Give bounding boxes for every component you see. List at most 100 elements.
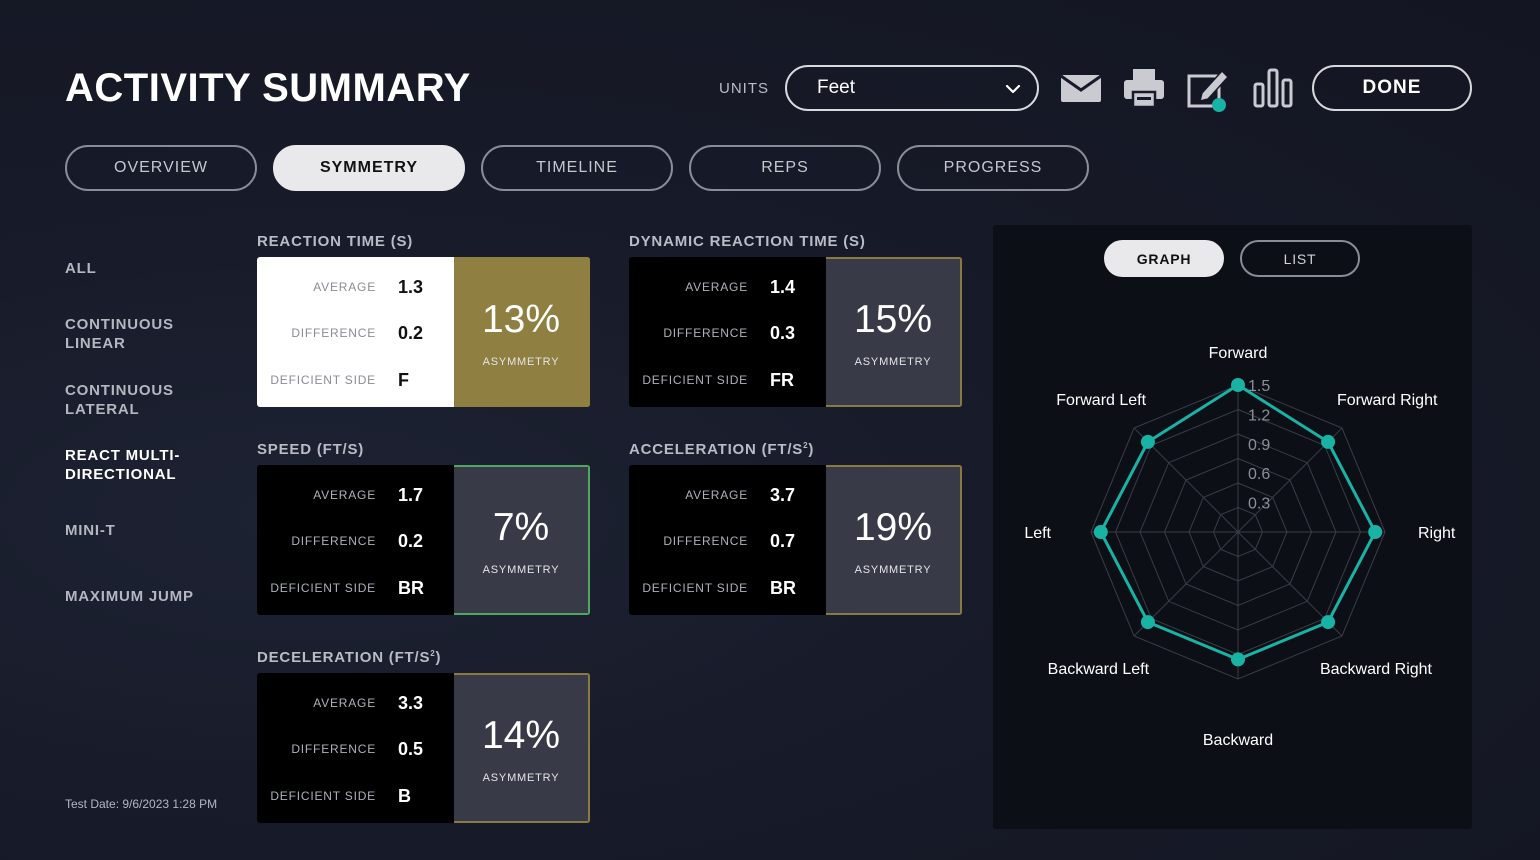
tab-timeline[interactable]: TIMELINE <box>481 145 673 191</box>
tab-progress[interactable]: PROGRESS <box>897 145 1089 191</box>
metric-title-text: ACCELERATION (FT/S <box>629 441 804 458</box>
sidenav-item-maximum-jump[interactable]: MAXIMUM JUMP <box>65 588 194 605</box>
radar-category-label: Forward <box>1209 345 1268 362</box>
sidenav-item-mini-t[interactable]: MINI-T <box>65 522 116 539</box>
stat-deficient-side: DEFICIENT SIDE FR <box>629 370 826 390</box>
metric-title-dynamic-reaction-time: DYNAMIC REACTION TIME (S) <box>629 233 866 250</box>
units-label: UNITS <box>719 80 769 97</box>
tab-overview[interactable]: OVERVIEW <box>65 145 257 191</box>
stat-difference: DIFFERENCE 0.2 <box>257 531 454 551</box>
stat-label: DEFICIENT SIDE <box>642 373 748 387</box>
asymmetry-box: 13% ASYMMETRY <box>454 257 590 407</box>
radar-data-point <box>1321 615 1336 630</box>
metric-stats: AVERAGE 1.4 DIFFERENCE 0.3 DEFICIENT SIDE F… <box>629 257 826 407</box>
stat-value: 0.7 <box>770 531 796 551</box>
radar-tick-label: 1.2 <box>1248 407 1270 424</box>
stat-label: DEFICIENT SIDE <box>270 373 376 387</box>
stat-label: AVERAGE <box>313 488 376 502</box>
sidenav-item-react-multi-directional[interactable]: REACT MULTI-DIRECTIONAL <box>65 447 181 483</box>
asymmetry-label: ASYMMETRY <box>854 356 932 368</box>
stat-value: 0.3 <box>770 323 796 343</box>
asymmetry-box: 7% ASYMMETRY <box>454 465 590 615</box>
list-toggle-button[interactable]: LIST <box>1240 240 1360 277</box>
asymmetry-label: ASYMMETRY <box>482 772 560 784</box>
radar-category-label: Backward Left <box>1048 661 1150 678</box>
metric-title-sup: 2 <box>430 649 436 658</box>
page-title: ACTIVITY SUMMARY <box>65 66 471 110</box>
stat-average: AVERAGE 1.4 <box>629 277 826 297</box>
stat-value: F <box>398 370 409 390</box>
asymmetry-value: 19% <box>853 506 933 549</box>
stat-value: BR <box>398 578 424 598</box>
asymmetry-value: 14% <box>481 714 561 757</box>
stat-label: DEFICIENT SIDE <box>270 581 376 595</box>
chevron-down-icon <box>1005 84 1021 94</box>
stat-value: 1.4 <box>770 277 796 297</box>
stat-value: 1.7 <box>398 485 424 505</box>
metric-title-deceleration: DECELERATION (FT/S2) <box>257 649 441 666</box>
radar-tick-label: 0.9 <box>1248 437 1270 454</box>
metric-card-deceleration: AVERAGE 3.3 DIFFERENCE 0.5 DEFICIENT SIDE B… <box>257 673 590 823</box>
stat-average: AVERAGE 1.7 <box>257 485 454 505</box>
asymmetry-box: 15% ASYMMETRY <box>826 257 962 407</box>
stat-value: B <box>398 786 411 806</box>
stat-average: AVERAGE 3.3 <box>257 693 454 713</box>
bar-chart-icon[interactable] <box>1251 66 1295 110</box>
done-button[interactable]: DONE <box>1312 65 1472 111</box>
asymmetry-label: ASYMMETRY <box>482 564 560 576</box>
stat-value: BR <box>770 578 796 598</box>
units-select[interactable]: Feet <box>785 65 1039 111</box>
asymmetry-value: 7% <box>492 506 550 549</box>
stat-difference: DIFFERENCE 0.2 <box>257 323 454 343</box>
stat-difference: DIFFERENCE 0.7 <box>629 531 826 551</box>
stat-label: DIFFERENCE <box>291 742 376 756</box>
metric-stats: AVERAGE 3.7 DIFFERENCE 0.7 DEFICIENT SIDE B… <box>629 465 826 615</box>
units-value: Feet <box>817 77 856 98</box>
radar-data-point <box>1140 615 1155 630</box>
stat-value: 0.5 <box>398 739 424 759</box>
sidenav-item-all[interactable]: ALL <box>65 260 97 277</box>
stat-value: 3.3 <box>398 693 424 713</box>
asymmetry-value: 13% <box>481 298 561 341</box>
stat-label: AVERAGE <box>313 280 376 294</box>
stat-label: AVERAGE <box>685 488 748 502</box>
asymmetry-label: ASYMMETRY <box>482 356 560 368</box>
metric-stats: AVERAGE 1.7 DIFFERENCE 0.2 DEFICIENT SIDE B… <box>257 465 454 615</box>
radar-tick-label: 0.6 <box>1248 466 1270 483</box>
metric-stats: AVERAGE 3.3 DIFFERENCE 0.5 DEFICIENT SIDE B <box>257 673 454 823</box>
metric-card-reaction-time: AVERAGE 1.3 DIFFERENCE 0.2 DEFICIENT SIDE F… <box>257 257 590 407</box>
radar-category-label: Right <box>1418 525 1456 542</box>
asymmetry-box: 14% ASYMMETRY <box>454 673 590 823</box>
stat-label: DIFFERENCE <box>291 326 376 340</box>
radar-data-point <box>1368 525 1383 539</box>
asymmetry-label: ASYMMETRY <box>854 564 932 576</box>
stat-deficient-side: DEFICIENT SIDE BR <box>629 578 826 598</box>
printer-icon[interactable] <box>1122 66 1166 110</box>
radar-category-label: Backward Right <box>1320 661 1433 678</box>
stat-label: DIFFERENCE <box>291 534 376 548</box>
stat-value: 0.2 <box>398 323 424 343</box>
radar-category-label: Forward Right <box>1337 392 1438 409</box>
edit-note-icon[interactable] <box>1186 66 1230 112</box>
envelope-icon[interactable] <box>1059 66 1103 110</box>
metric-stats: AVERAGE 1.3 DIFFERENCE 0.2 DEFICIENT SIDE F <box>257 257 454 407</box>
metric-title-sup: 2 <box>803 441 809 450</box>
radar-category-label: Backward <box>1203 732 1273 749</box>
radar-data-point <box>1231 378 1245 392</box>
tab-reps[interactable]: REPS <box>689 145 881 191</box>
metric-title-end: ) <box>435 649 442 666</box>
sidenav-item-continuous-linear[interactable]: CONTINUOUS LINEAR <box>65 316 174 352</box>
graph-toggle-button[interactable]: GRAPH <box>1104 240 1224 277</box>
metric-title-reaction-time: REACTION TIME (S) <box>257 233 414 250</box>
tab-symmetry[interactable]: SYMMETRY <box>273 145 465 191</box>
stat-value: 1.3 <box>398 277 424 297</box>
metric-title-text: DECELERATION (FT/S <box>257 649 431 666</box>
stat-label: AVERAGE <box>685 280 748 294</box>
stat-label: DIFFERENCE <box>663 326 748 340</box>
stat-label: DIFFERENCE <box>663 534 748 548</box>
metric-card-acceleration: AVERAGE 3.7 DIFFERENCE 0.7 DEFICIENT SIDE B… <box>629 465 962 615</box>
sidenav-item-continuous-lateral[interactable]: CONTINUOUS LATERAL <box>65 382 174 418</box>
asymmetry-value: 15% <box>853 298 933 341</box>
metric-title-acceleration: ACCELERATION (FT/S2) <box>629 441 814 458</box>
stat-deficient-side: DEFICIENT SIDE BR <box>257 578 454 598</box>
